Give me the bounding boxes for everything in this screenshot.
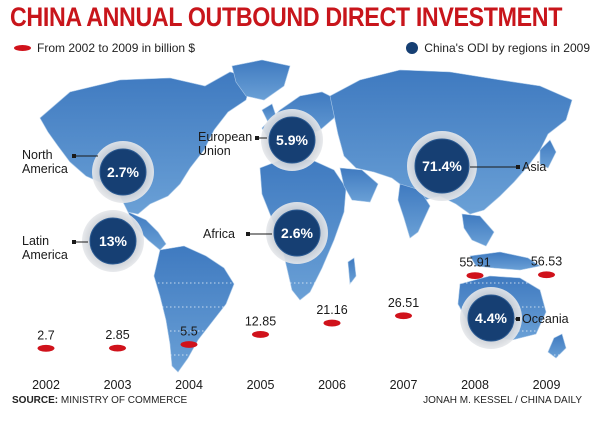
year-tick-label: 2006 <box>318 378 346 392</box>
annual-odi-marker <box>109 344 126 352</box>
region-share-value: 2.7% <box>107 164 139 180</box>
region-share-value: 13% <box>99 233 128 249</box>
annual-markers <box>37 271 555 352</box>
middle-east-landmass <box>339 167 379 203</box>
annual-odi-value-label: 12.85 <box>245 314 276 328</box>
year-tick-label: 2004 <box>175 378 203 392</box>
region-share-value: 2.6% <box>281 225 313 241</box>
annual-odi-value-label: 56.53 <box>531 255 562 269</box>
infographic-title: CHINA ANNUAL OUTBOUND DIRECT INVESTMENT <box>10 2 563 32</box>
region-connector-end <box>246 232 250 236</box>
annual-value-labels: 2.7 2.85 5.5 12.85 21.16 26.51 55.91 56.53 <box>37 255 562 343</box>
year-tick-label: 2002 <box>32 378 60 392</box>
year-tick-label: 2005 <box>247 378 275 392</box>
japan-landmass <box>539 139 557 169</box>
region-label-line: European <box>198 130 253 144</box>
greenland-landmass <box>231 59 291 101</box>
annual-odi-marker <box>395 312 412 320</box>
annual-odi-value-label: 2.7 <box>37 328 54 342</box>
year-tick-label: 2003 <box>104 378 132 392</box>
legend-regions-label: China's ODI by regions in 2009 <box>424 41 590 55</box>
madagascar-landmass <box>347 257 357 285</box>
source-note: SOURCE: MINISTRY OF COMMERCE <box>12 395 187 406</box>
region-label: North America <box>22 148 68 176</box>
region-label-line: America <box>22 162 68 176</box>
region-share-bubble <box>268 116 316 164</box>
annual-odi-value-label: 55.91 <box>459 256 490 270</box>
region-share-value: 4.4% <box>475 310 507 326</box>
annual-odi-value-label: 26.51 <box>388 296 419 310</box>
region-share-bubble <box>467 294 515 342</box>
region-share-bubble <box>414 138 470 194</box>
region-label-line: Oceania <box>522 312 569 326</box>
annual-odi-marker <box>37 344 55 352</box>
annual-odi-marker <box>323 319 341 327</box>
region-share-bubble <box>273 209 321 257</box>
annual-odi-marker <box>252 331 269 338</box>
region-label-line: Latin <box>22 234 50 248</box>
region-connector-end <box>72 154 76 158</box>
legend-regions: China's ODI by regions in 2009 <box>406 41 590 55</box>
region-connector-end <box>516 165 520 169</box>
legend-annual-label: From 2002 to 2009 in billion $ <box>37 41 196 55</box>
year-tick-label: 2009 <box>533 378 561 392</box>
region-label: European Union <box>198 130 252 158</box>
region-share-value: 5.9% <box>276 132 308 148</box>
region-connector-end <box>255 136 259 140</box>
region-connector-end <box>516 317 520 321</box>
annual-odi-marker <box>466 272 484 279</box>
source-label: SOURCE: <box>12 395 59 406</box>
region-label-line: Asia <box>522 160 547 174</box>
region-label: Oceania <box>522 312 569 326</box>
annual-odi-value-label: 21.16 <box>316 303 347 317</box>
south-america-landmass <box>153 245 235 373</box>
year-tick-label: 2008 <box>461 378 489 392</box>
region-label: Africa <box>203 227 235 241</box>
annual-odi-value-label: 2.85 <box>105 328 129 342</box>
year-labels: 2002 2003 2004 2005 2006 2007 2008 2009 <box>32 378 560 392</box>
southeast-asia-landmass <box>461 213 495 247</box>
legend-annual: From 2002 to 2009 in billion $ <box>14 41 195 55</box>
region-label: Asia <box>522 160 546 174</box>
region-label-line: North <box>22 148 53 162</box>
region-connector-end <box>72 240 76 244</box>
annual-odi-marker <box>538 271 555 279</box>
region-share-bubble <box>99 148 147 196</box>
credit-line: JONAH M. KESSEL / CHINA DAILY <box>423 395 582 406</box>
legend-circle-marker <box>406 42 419 54</box>
source-text: MINISTRY OF COMMERCE <box>60 395 188 406</box>
region-label-line: America <box>22 248 68 262</box>
annual-odi-value-label: 5.5 <box>180 324 197 338</box>
region-share-bubble <box>89 217 137 265</box>
annual-odi-marker <box>180 341 198 348</box>
legend-oval-marker <box>14 45 31 51</box>
indonesia-landmass <box>469 251 541 271</box>
region-halos: 2.7% 5.9% 71.4% 13% 2.6% 4.4% <box>82 109 522 349</box>
region-label-line: Union <box>198 144 231 158</box>
region-label-line: Africa <box>203 227 235 241</box>
region-label: Latin America <box>22 234 68 262</box>
year-tick-label: 2007 <box>390 378 418 392</box>
region-connectors <box>72 136 520 321</box>
new-zealand-landmass <box>547 333 567 359</box>
region-share-value: 71.4% <box>422 158 462 174</box>
